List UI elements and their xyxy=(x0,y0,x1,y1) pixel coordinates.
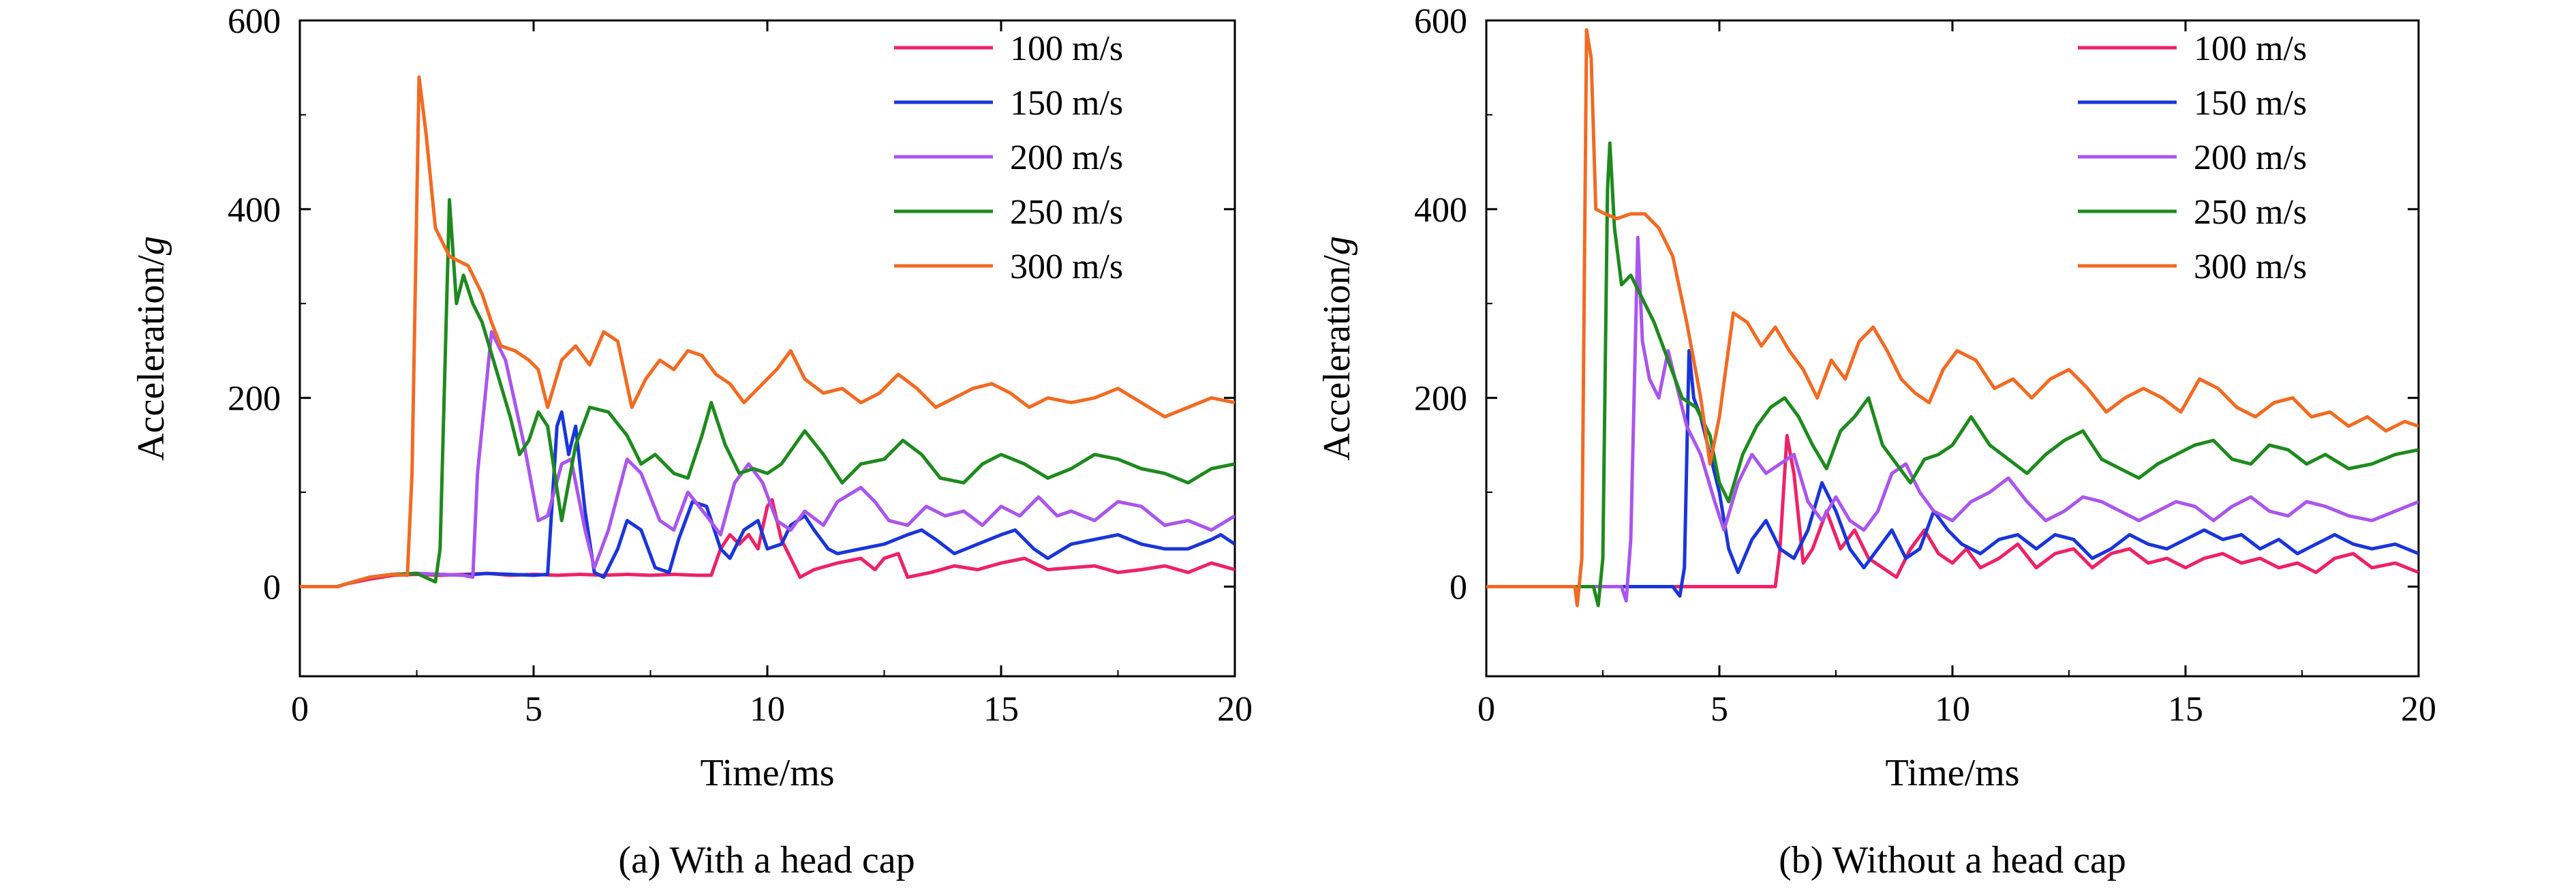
y-axis-label: Acceleration/g xyxy=(1316,236,1358,461)
series-line-300-m-s xyxy=(300,75,1235,588)
x-tick-label: 10 xyxy=(1935,690,1970,729)
y-tick-label: 0 xyxy=(1450,569,1467,607)
legend-label: 300 m/s xyxy=(1010,247,1123,286)
x-tick-label: 20 xyxy=(1217,690,1253,729)
x-tick-label: 15 xyxy=(983,690,1019,729)
legend-label: 150 m/s xyxy=(2194,84,2307,123)
legend-label: 250 m/s xyxy=(1010,193,1123,232)
legend-label: 100 m/s xyxy=(2194,29,2307,68)
legend-label: 300 m/s xyxy=(2194,247,2307,286)
x-axis-label: Time/ms xyxy=(700,752,834,794)
series-line-250-m-s xyxy=(300,198,1235,588)
y-axis-label-text: Acceleration/ xyxy=(1316,255,1358,461)
legend-label: 250 m/s xyxy=(2194,193,2307,232)
series-line-200-m-s xyxy=(300,330,1235,588)
y-tick-label: 400 xyxy=(1414,191,1467,230)
x-axis-label: Time/ms xyxy=(1885,752,2019,794)
y-tick-label: 400 xyxy=(228,191,281,230)
y-axis-label: Acceleration/g xyxy=(130,236,172,461)
series-line-250-m-s xyxy=(1486,141,2419,607)
y-tick-label: 600 xyxy=(228,2,281,41)
series-line-150-m-s xyxy=(1486,349,2419,598)
y-tick-label: 200 xyxy=(228,380,281,419)
panel-caption: (a) With a head cap xyxy=(618,839,915,881)
legend-label: 200 m/s xyxy=(1010,138,1123,177)
panel-caption: (b) Without a head cap xyxy=(1779,839,2126,881)
y-axis-label-unit: g xyxy=(1316,236,1358,255)
x-tick-label: 5 xyxy=(525,690,542,729)
y-tick-label: 0 xyxy=(263,569,281,607)
x-tick-label: 10 xyxy=(750,690,785,729)
y-tick-label: 200 xyxy=(1414,380,1467,419)
y-axis-label-text: Acceleration/ xyxy=(130,255,172,461)
x-tick-label: 5 xyxy=(1711,690,1728,729)
x-tick-label: 15 xyxy=(2168,690,2203,729)
series-line-200-m-s xyxy=(1486,235,2419,603)
series-line-150-m-s xyxy=(300,410,1235,588)
legend-label: 150 m/s xyxy=(1010,84,1123,123)
series-line-300-m-s xyxy=(1486,28,2419,607)
x-tick-label: 20 xyxy=(2401,690,2436,729)
y-tick-label: 600 xyxy=(1414,2,1467,41)
x-tick-label: 0 xyxy=(291,690,309,729)
legend-label: 100 m/s xyxy=(1010,29,1123,68)
x-tick-label: 0 xyxy=(1477,690,1495,729)
y-axis-label-unit: g xyxy=(130,236,172,255)
series-line-100-m-s xyxy=(1486,434,2419,588)
legend-label: 200 m/s xyxy=(2194,138,2307,177)
